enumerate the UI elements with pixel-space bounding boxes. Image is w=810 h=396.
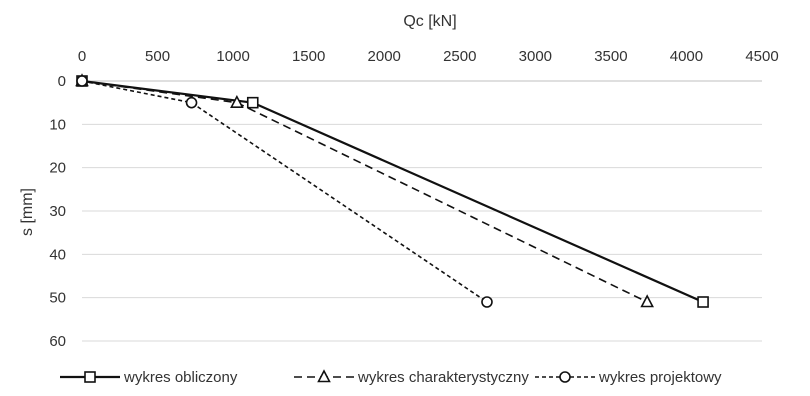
legend-marker-square [84, 371, 96, 383]
legend-item: wykres obliczony [60, 369, 238, 386]
y-tick-label: 50 [49, 290, 66, 307]
legend-item: wykres charakterystyczny [294, 369, 529, 386]
y-tick-label: 40 [49, 246, 66, 263]
x-axis-ticks: 0 500 1000 1500 2000 2500 3000 3500 4000 4500 [78, 48, 779, 65]
y-axis-ticks: 0 10 20 30 40 50 60 [49, 73, 66, 350]
data-point-triangle [640, 294, 654, 308]
legend-label: wykres obliczony [123, 369, 238, 386]
data-point-square [246, 96, 259, 109]
x-tick-label: 3000 [519, 48, 552, 65]
data-point-square [697, 296, 709, 308]
data-point-circle [185, 96, 198, 109]
x-tick-label: 500 [145, 48, 170, 65]
x-tick-label: 4500 [745, 48, 778, 65]
y-tick-label: 60 [49, 333, 66, 350]
series-triangle [75, 73, 654, 308]
series-group [75, 73, 709, 308]
series-circle [76, 75, 493, 308]
x-tick-label: 4000 [670, 48, 703, 65]
series-line [81, 80, 648, 303]
legend: wykres obliczony wykres charakterystyczny… [60, 369, 722, 386]
y-tick-label: 10 [49, 116, 66, 133]
gridlines [82, 80, 762, 342]
data-point-circle [76, 75, 88, 87]
y-tick-label: 0 [58, 73, 66, 90]
y-tick-label: 30 [49, 203, 66, 220]
data-point-circle [481, 296, 493, 308]
x-tick-label: 1000 [216, 48, 249, 65]
legend-marker-circle [559, 371, 571, 383]
series-line [81, 80, 488, 303]
series-square [76, 75, 709, 308]
y-tick-label: 20 [49, 160, 66, 177]
series-line [81, 79, 704, 304]
legend-label: wykres charakterystyczny [357, 369, 529, 386]
x-tick-label: 2000 [368, 48, 401, 65]
x-tick-label: 0 [78, 48, 86, 65]
x-tick-label: 3500 [594, 48, 627, 65]
legend-label: wykres projektowy [598, 369, 722, 386]
x-axis-title: Qc [kN] [403, 13, 456, 30]
legend-marker-triangle [317, 369, 331, 383]
data-point-triangle [230, 94, 244, 108]
legend-item: wykres projektowy [535, 369, 722, 386]
x-tick-label: 2500 [443, 48, 476, 65]
x-tick-label: 1500 [292, 48, 325, 65]
y-axis-title: s [mm] [19, 188, 36, 236]
